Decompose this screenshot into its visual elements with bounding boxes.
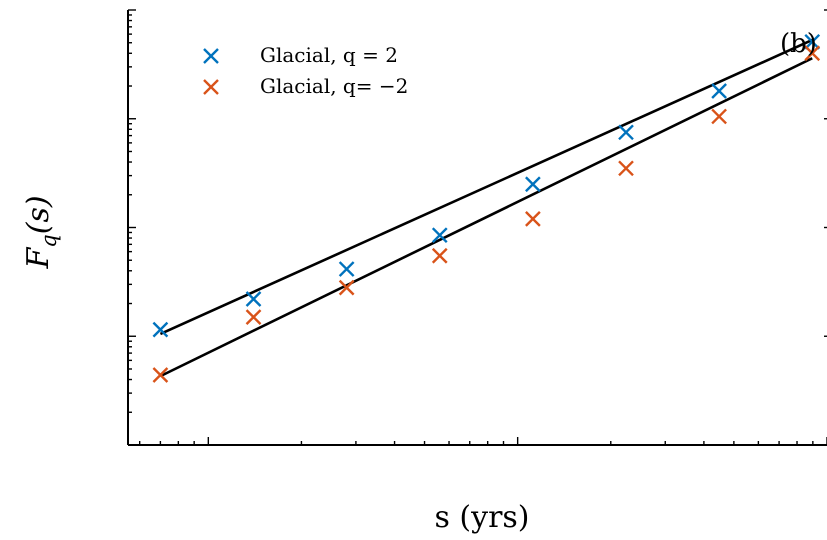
marker-stroke xyxy=(431,247,448,264)
marker-stroke xyxy=(711,83,727,99)
axes-frame xyxy=(127,10,827,446)
fit-line xyxy=(159,57,813,378)
marker-stroke xyxy=(203,48,219,64)
marker-stroke xyxy=(203,79,219,95)
legend: Glacial, q = 2 Glacial, q= −2 xyxy=(203,43,408,98)
data-point xyxy=(711,108,727,125)
marker-stroke xyxy=(618,160,634,177)
marker-stroke xyxy=(804,45,821,62)
marker-stroke xyxy=(804,33,821,50)
y-axis-label: Fq(s) xyxy=(21,195,61,269)
data-point xyxy=(711,83,727,99)
marker-stroke xyxy=(431,227,448,244)
data-point xyxy=(618,124,634,141)
data-point xyxy=(245,309,262,325)
data-point xyxy=(431,227,448,244)
legend-marker xyxy=(203,48,219,64)
data-point xyxy=(338,279,355,296)
svg-text:Fq(s): Fq(s) xyxy=(21,195,61,269)
marker-stroke xyxy=(525,176,541,193)
data-point xyxy=(152,321,169,338)
marker-stroke xyxy=(711,108,727,125)
data-point xyxy=(431,247,448,264)
data-point xyxy=(804,45,821,62)
marker-stroke xyxy=(245,309,262,325)
data-point xyxy=(525,211,541,227)
fit-line xyxy=(159,38,813,336)
marker-stroke xyxy=(338,261,355,277)
x-axis-label: s (yrs) xyxy=(434,500,529,535)
data-point xyxy=(152,367,169,383)
data-markers xyxy=(152,33,821,383)
marker-stroke xyxy=(152,321,169,338)
legend-marker xyxy=(203,79,219,95)
fit-lines xyxy=(159,38,813,378)
marker-stroke xyxy=(245,291,262,307)
data-point xyxy=(618,160,634,177)
data-point xyxy=(525,176,541,193)
marker-stroke xyxy=(525,211,541,227)
data-point xyxy=(245,291,262,307)
legend-label: Glacial, q= −2 xyxy=(260,74,408,98)
legend-label: Glacial, q = 2 xyxy=(260,43,398,67)
axis-ticks xyxy=(128,9,827,446)
panel-label: (b) xyxy=(780,29,817,59)
data-point xyxy=(338,261,355,277)
marker-stroke xyxy=(618,124,634,141)
marker-stroke xyxy=(338,279,355,296)
marker-stroke xyxy=(152,367,169,383)
data-point xyxy=(804,33,821,50)
